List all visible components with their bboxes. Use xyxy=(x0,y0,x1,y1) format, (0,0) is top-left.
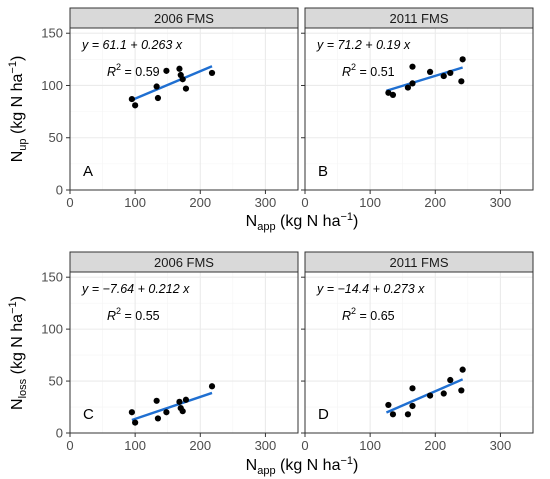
data-point xyxy=(459,56,466,63)
panel-letter: D xyxy=(318,406,329,423)
y-tick-label: 0 xyxy=(56,426,63,441)
data-point xyxy=(389,411,397,418)
data-point xyxy=(409,63,416,70)
data-point xyxy=(447,69,454,77)
regression-equation: y = −14.4 + 0.273 x xyxy=(316,282,425,296)
plot-area xyxy=(304,27,534,191)
data-point xyxy=(153,397,160,404)
data-point xyxy=(409,80,416,87)
panel-b: 2011 FMS 0 100 200 300 y = 71.2 + 0.19 x R2 = … xyxy=(301,7,534,210)
data-point xyxy=(385,401,392,409)
data-point xyxy=(128,409,135,416)
x-tick-label: 100 xyxy=(359,195,381,210)
data-point xyxy=(154,94,162,102)
facet-strip-label: 2011 FMS xyxy=(389,255,448,270)
panel-letter: C xyxy=(83,406,94,423)
data-point xyxy=(179,76,186,83)
data-point xyxy=(404,84,412,91)
panel-letter: B xyxy=(318,163,328,180)
x-axis-title: Napp (kg N ha−1) xyxy=(246,211,359,233)
x-axis-title: Napp (kg N ha−1) xyxy=(246,455,359,477)
data-point xyxy=(132,102,139,109)
y-axis-title: Nup (kg N ha−1) xyxy=(7,56,29,163)
data-point xyxy=(163,409,170,416)
x-tick-label: 300 xyxy=(490,195,512,210)
r-squared-label: R2 = 0.51 xyxy=(342,62,395,79)
x-tick-label: 0 xyxy=(301,438,308,453)
panel-border xyxy=(69,271,299,434)
x-tick-label: 300 xyxy=(490,438,512,453)
data-point xyxy=(208,383,216,390)
panel-border xyxy=(69,27,299,191)
y-tick-label: 0 xyxy=(56,183,63,198)
x-tick-label: 300 xyxy=(255,438,277,453)
data-point xyxy=(128,95,135,103)
r-squared-label: R2 = 0.65 xyxy=(342,306,395,323)
data-point xyxy=(440,72,447,80)
y-tick-label: 150 xyxy=(41,26,63,41)
panel-c: 2006 FMS 0 100 200 300 0 50 100 150 y = −7.64 + 0… xyxy=(41,251,299,453)
data-point xyxy=(176,65,183,72)
plot-area xyxy=(304,271,534,434)
regression-line xyxy=(131,65,213,102)
regression-equation: y = −7.64 + 0.212 x xyxy=(81,282,190,296)
x-tick-label: 0 xyxy=(301,195,308,210)
panel-border xyxy=(304,27,534,191)
x-tick-label: 200 xyxy=(189,438,211,453)
data-point xyxy=(447,376,454,384)
plot-area xyxy=(69,271,299,434)
data-point xyxy=(182,85,190,92)
panel-d: 2011 FMS 0 100 200 300 y = −14.4 + 0.273 x R2 … xyxy=(301,251,534,453)
data-point xyxy=(440,390,447,397)
regression-equation: y = 71.2 + 0.19 x xyxy=(316,38,411,52)
x-tick-label: 200 xyxy=(424,195,446,210)
y-tick-label: 50 xyxy=(49,130,63,145)
y-tick-label: 50 xyxy=(49,374,63,389)
panel-a: 2006 FMS 0 100 200 300 0 50 100 150 y = 61.1 + 0.… xyxy=(41,7,299,210)
data-point xyxy=(458,78,465,85)
x-tick-label: 100 xyxy=(359,438,381,453)
data-point xyxy=(409,402,416,410)
data-point xyxy=(404,411,412,418)
r-squared-label: R2 = 0.55 xyxy=(107,306,160,323)
data-point xyxy=(389,91,397,98)
panel-border xyxy=(304,271,534,434)
x-tick-label: 200 xyxy=(189,195,211,210)
x-tick-label: 200 xyxy=(424,438,446,453)
data-point xyxy=(409,385,416,392)
data-point xyxy=(426,392,434,399)
x-tick-label: 0 xyxy=(66,195,73,210)
data-point xyxy=(176,398,183,405)
y-axis-title: Nloss (kg N ha−1) xyxy=(7,296,29,410)
y-tick-label: 150 xyxy=(41,270,63,285)
data-point xyxy=(179,408,186,415)
data-point xyxy=(163,67,170,74)
facet-strip-label: 2011 FMS xyxy=(389,11,448,26)
data-point xyxy=(153,83,160,90)
x-tick-label: 300 xyxy=(255,195,277,210)
regression-line xyxy=(131,391,213,422)
data-point xyxy=(154,415,162,422)
x-tick-label: 100 xyxy=(124,438,146,453)
data-point xyxy=(458,387,465,394)
r-squared-label: R2 = 0.59 xyxy=(107,62,160,79)
data-point xyxy=(426,68,434,75)
facet-strip-label: 2006 FMS xyxy=(154,11,214,26)
data-point xyxy=(459,366,466,373)
y-tick-label: 100 xyxy=(41,78,63,93)
x-tick-label: 100 xyxy=(124,195,146,210)
plot-area xyxy=(69,27,299,191)
facet-strip-label: 2006 FMS xyxy=(154,255,214,270)
data-point xyxy=(182,396,190,403)
x-tick-label: 0 xyxy=(66,438,73,453)
panel-letter: A xyxy=(83,163,93,180)
y-tick-label: 100 xyxy=(41,322,63,337)
regression-equation: y = 61.1 + 0.263 x xyxy=(81,38,183,52)
data-point xyxy=(132,419,139,426)
regression-line xyxy=(385,378,464,414)
data-point xyxy=(208,69,216,77)
